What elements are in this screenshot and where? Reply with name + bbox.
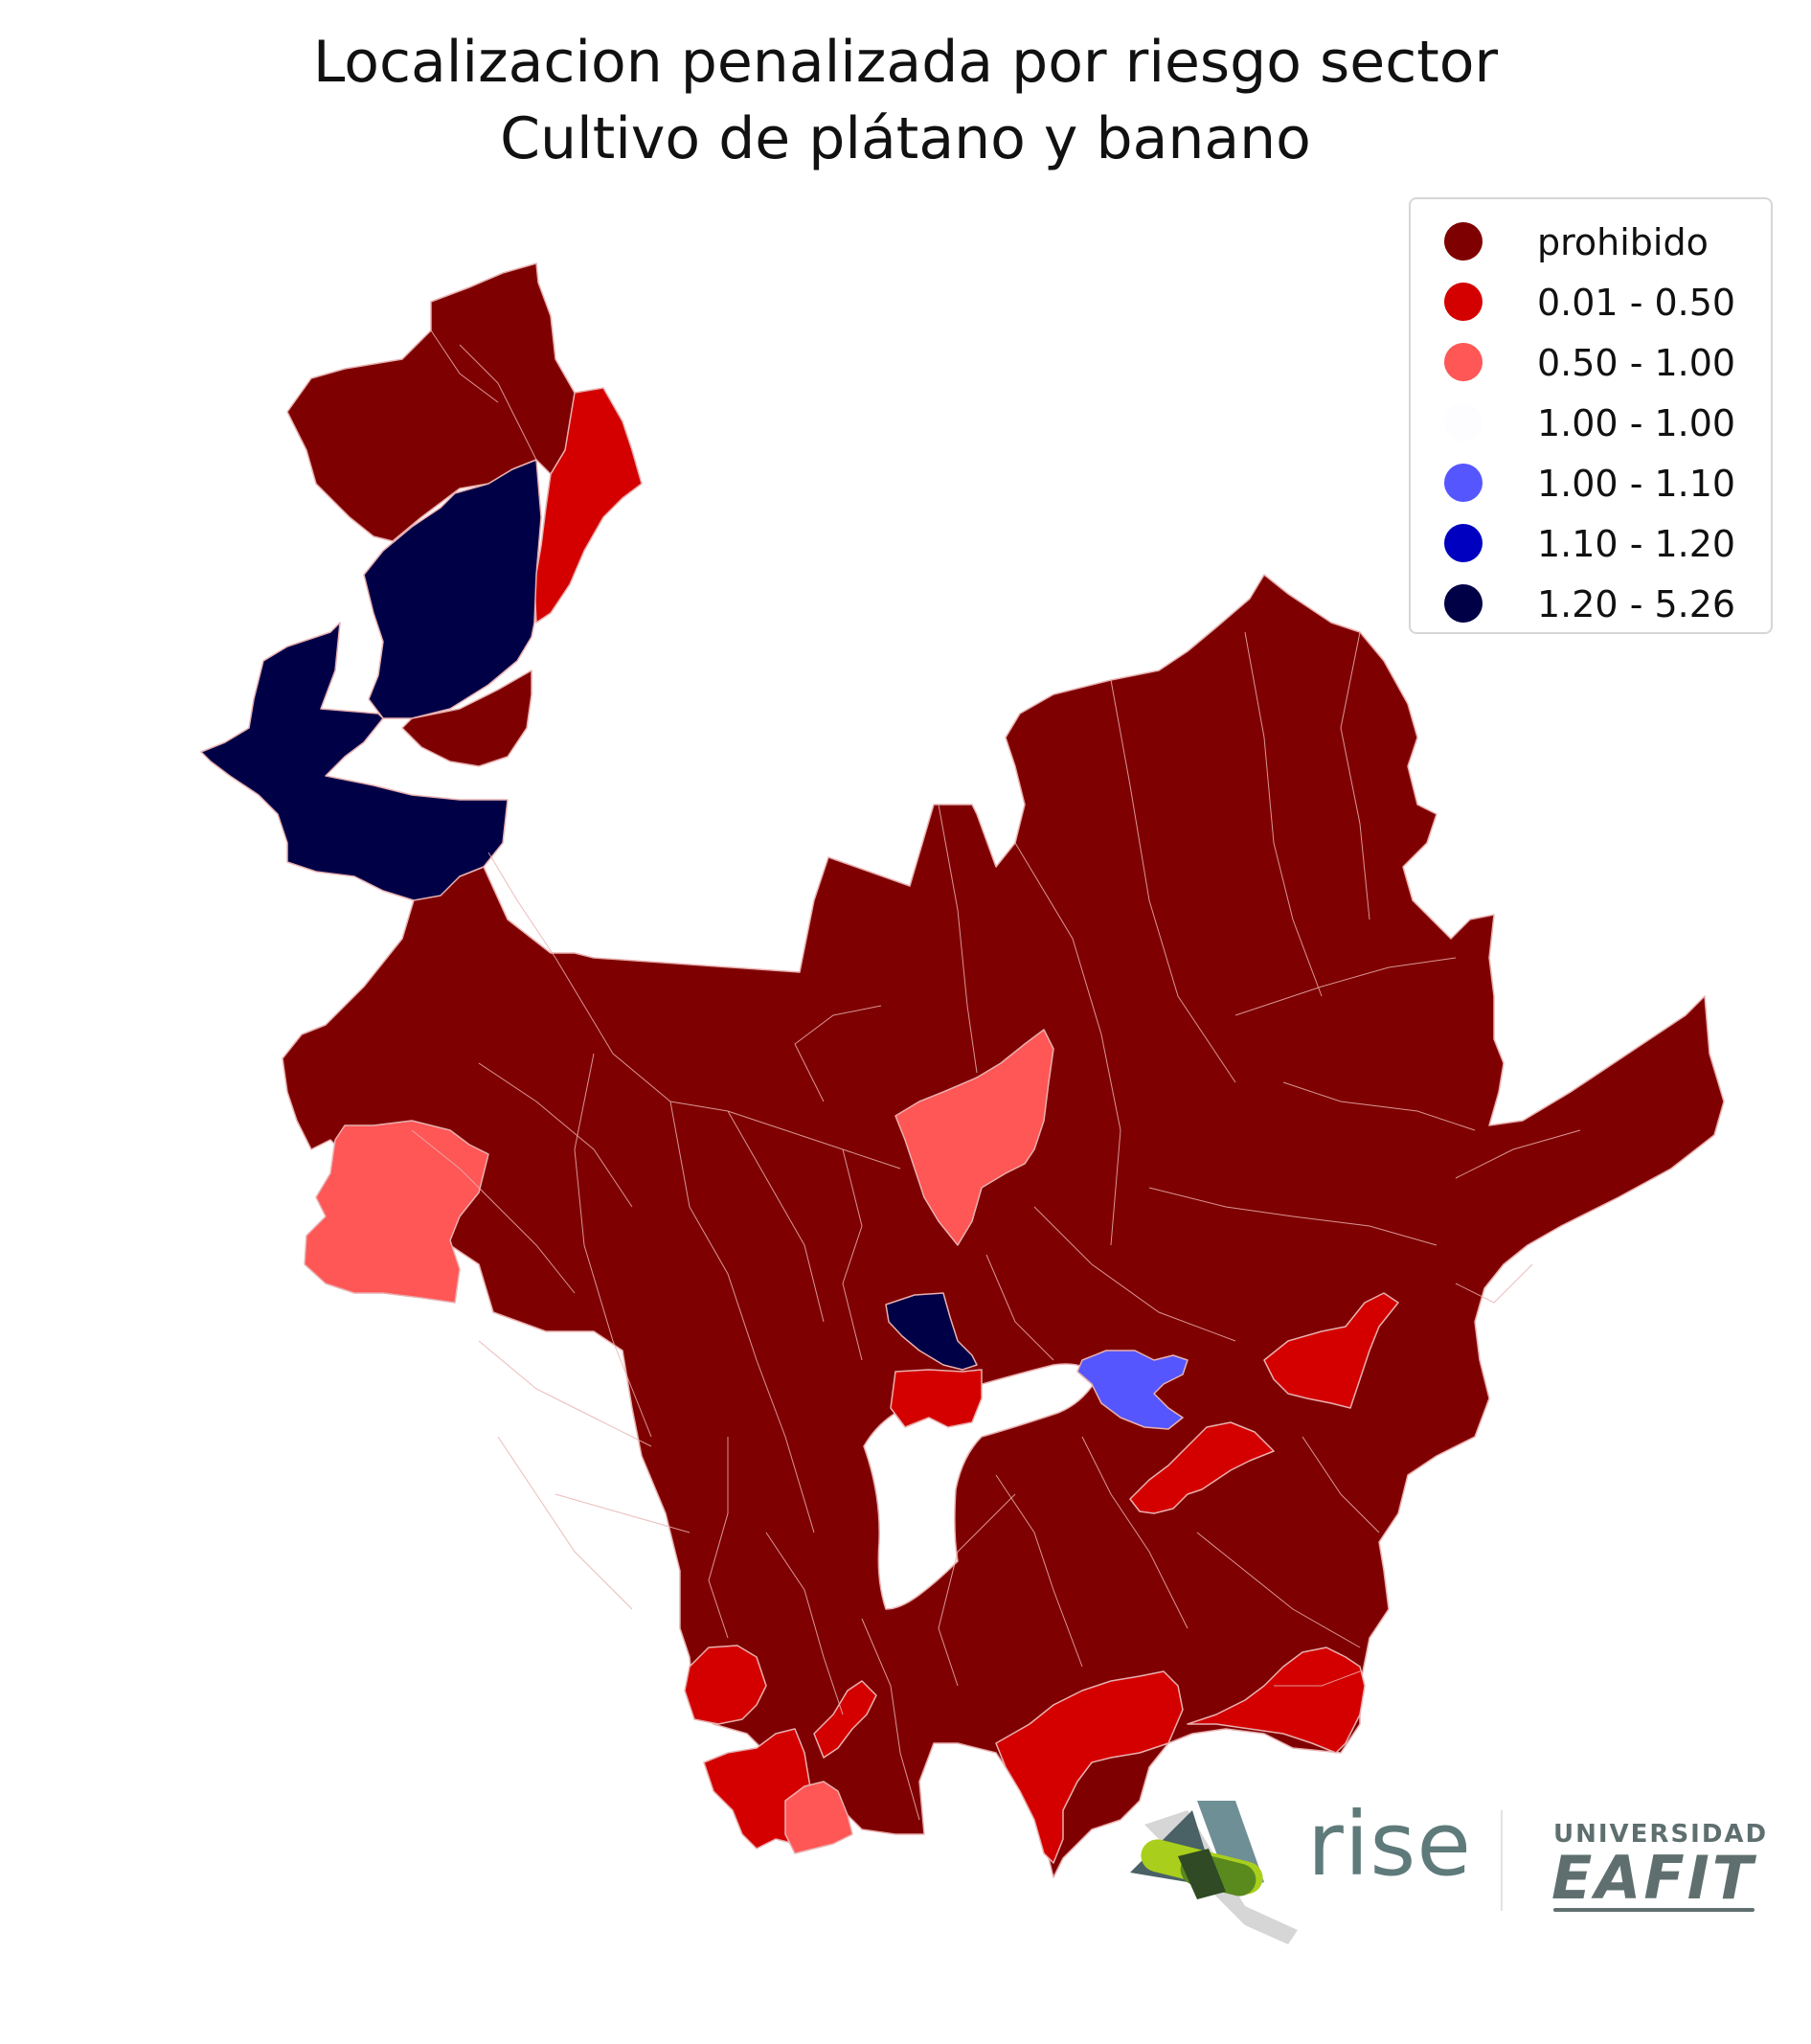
legend-item-bin-2: 0.50 - 1.00 bbox=[1411, 335, 1771, 389]
region-main bbox=[282, 574, 1725, 1878]
eafit-logo-main: EAFIT bbox=[1551, 1843, 1756, 1913]
legend-dot bbox=[1444, 283, 1483, 321]
region-golfo-wedge bbox=[401, 670, 532, 767]
legend-dot bbox=[1444, 584, 1483, 623]
legend-label: 1.00 - 1.10 bbox=[1537, 463, 1736, 505]
region-uraba-blue bbox=[363, 459, 542, 719]
rise-logo-icon bbox=[1130, 1801, 1298, 1944]
region-uraba-east bbox=[533, 387, 643, 624]
region-golfo-blue bbox=[200, 622, 509, 901]
region-west-pink bbox=[304, 1120, 489, 1304]
region-central-red bbox=[890, 1369, 983, 1428]
region-east-red-1 bbox=[1263, 1292, 1399, 1409]
legend-item-prohibido: prohibido bbox=[1411, 215, 1771, 268]
legend-label: 1.10 - 1.20 bbox=[1537, 523, 1736, 565]
region-east-red-2 bbox=[1129, 1421, 1275, 1514]
legend-label: 0.50 - 1.00 bbox=[1537, 342, 1736, 384]
legend-dot bbox=[1444, 403, 1483, 442]
legend-label: 0.01 - 0.50 bbox=[1537, 282, 1736, 324]
legend-dot bbox=[1444, 524, 1483, 562]
region-central-pink bbox=[894, 1029, 1054, 1246]
region-central-blue bbox=[885, 1292, 978, 1371]
legend-dot bbox=[1444, 464, 1483, 502]
region-south-red bbox=[995, 1670, 1184, 1864]
map-title-line1: Localizacion penalizada por riesgo secto… bbox=[312, 29, 1499, 96]
map-legend: prohibido 0.01 - 0.50 0.50 - 1.00 1.00 -… bbox=[1409, 197, 1773, 634]
eafit-logo-top: UNIVERSIDAD bbox=[1553, 1820, 1769, 1849]
legend-item-bin-1: 0.01 - 0.50 bbox=[1411, 275, 1771, 329]
legend-dot bbox=[1444, 343, 1483, 381]
municipal-borders bbox=[411, 329, 1581, 1821]
region-light-blue bbox=[1076, 1350, 1188, 1430]
legend-dot bbox=[1444, 222, 1483, 261]
rise-logo-text: rise bbox=[1307, 1793, 1472, 1896]
legend-item-bin-3: 1.00 - 1.00 bbox=[1411, 396, 1771, 449]
legend-label: prohibido bbox=[1537, 221, 1709, 263]
legend-item-bin-5: 1.10 - 1.20 bbox=[1411, 516, 1771, 570]
region-southwest-pink bbox=[784, 1781, 853, 1854]
region-southeast-red bbox=[1187, 1647, 1366, 1754]
eafit-logo-underline bbox=[1553, 1908, 1754, 1912]
legend-item-bin-6: 1.20 - 5.26 bbox=[1411, 577, 1771, 630]
legend-label: 1.20 - 5.26 bbox=[1537, 583, 1736, 625]
legend-label: 1.00 - 1.00 bbox=[1537, 402, 1736, 444]
region-southwest-red-3 bbox=[813, 1680, 877, 1759]
logo-divider bbox=[1501, 1810, 1503, 1911]
region-southwest-red-1 bbox=[684, 1645, 767, 1725]
map-title-line2: Cultivo de plátano y banano bbox=[500, 105, 1311, 172]
legend-item-bin-4: 1.00 - 1.10 bbox=[1411, 456, 1771, 510]
